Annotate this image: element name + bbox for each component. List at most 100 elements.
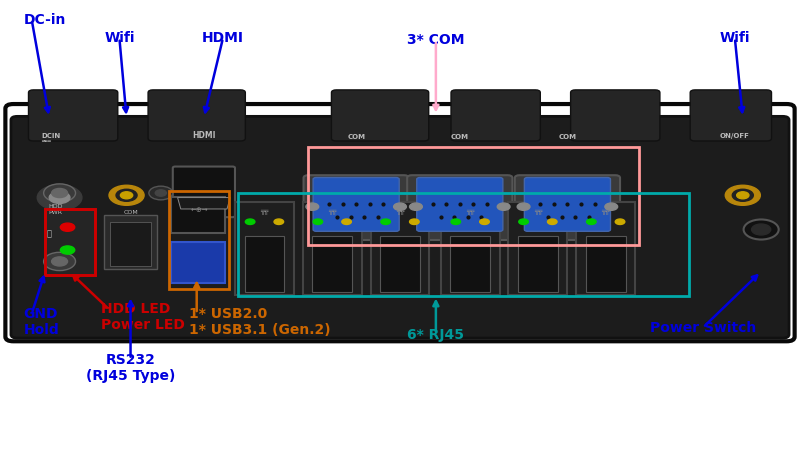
FancyBboxPatch shape [313,178,399,231]
Text: ╦╦: ╦╦ [328,209,337,215]
Circle shape [342,219,351,224]
Circle shape [737,192,749,199]
Text: ⏚: ⏚ [46,230,52,238]
FancyBboxPatch shape [104,215,157,269]
Text: COM: COM [558,134,577,140]
Text: ╦╦: ╦╦ [260,209,269,215]
Circle shape [246,219,255,224]
Circle shape [44,252,75,270]
FancyBboxPatch shape [235,202,294,295]
Text: 1* USB3.1 (Gen.2): 1* USB3.1 (Gen.2) [189,323,330,337]
Text: DC-in: DC-in [24,13,66,27]
FancyBboxPatch shape [173,167,235,217]
Circle shape [615,219,625,224]
FancyBboxPatch shape [570,90,660,141]
Circle shape [60,246,74,254]
Bar [308,147,639,246]
Text: HDD: HDD [49,204,63,208]
Circle shape [605,203,618,210]
FancyBboxPatch shape [171,196,225,233]
Circle shape [121,192,133,199]
FancyBboxPatch shape [509,202,567,295]
Text: ╦╦: ╦╦ [602,209,610,215]
Circle shape [451,219,461,224]
FancyBboxPatch shape [451,90,540,141]
FancyBboxPatch shape [370,202,430,295]
Text: ON/OFF: ON/OFF [720,133,750,139]
Circle shape [518,219,528,224]
Circle shape [735,191,750,200]
Text: DCIN: DCIN [42,133,61,139]
Text: 1* USB2.0: 1* USB2.0 [189,307,267,321]
Circle shape [498,203,510,210]
Circle shape [149,186,173,200]
FancyBboxPatch shape [11,117,789,338]
Text: ╦╦: ╦╦ [396,209,404,215]
FancyBboxPatch shape [407,175,513,240]
FancyBboxPatch shape [576,202,635,295]
Text: RS232: RS232 [106,353,155,367]
Text: ╦╦: ╦╦ [534,209,542,215]
FancyBboxPatch shape [29,90,118,141]
Text: Hold: Hold [24,323,59,337]
Text: 3* COM: 3* COM [407,34,465,47]
FancyBboxPatch shape [245,236,285,291]
Circle shape [116,189,137,202]
Text: 6* RJ45: 6* RJ45 [407,328,464,341]
Circle shape [306,203,318,210]
FancyBboxPatch shape [302,202,362,295]
Text: Wifi: Wifi [719,31,750,45]
Text: (RJ45 Type): (RJ45 Type) [86,369,175,383]
Circle shape [155,190,166,196]
Circle shape [38,185,82,210]
Circle shape [410,219,419,224]
FancyBboxPatch shape [312,236,352,291]
Circle shape [52,257,67,266]
Text: Wifi: Wifi [104,31,134,45]
Circle shape [726,185,760,205]
FancyBboxPatch shape [586,236,626,291]
Circle shape [381,219,390,224]
Text: Power Switch: Power Switch [650,321,756,335]
Circle shape [313,219,322,224]
FancyBboxPatch shape [524,178,610,231]
Text: ═══: ═══ [42,139,51,144]
FancyBboxPatch shape [515,175,620,240]
Circle shape [109,185,144,205]
Text: GND: GND [24,307,58,321]
Circle shape [274,219,284,224]
FancyBboxPatch shape [110,222,151,267]
Text: COM: COM [450,134,469,140]
Text: HDMI: HDMI [202,31,244,45]
Circle shape [517,203,530,210]
Circle shape [751,224,770,235]
FancyBboxPatch shape [450,236,490,291]
Text: HDMI: HDMI [192,131,216,140]
Circle shape [732,189,754,202]
Bar [46,209,95,275]
Polygon shape [178,197,230,209]
Circle shape [394,203,406,210]
Circle shape [547,219,557,224]
Text: COM: COM [123,210,138,215]
FancyBboxPatch shape [690,90,771,141]
FancyBboxPatch shape [171,242,225,283]
Text: ←⊕→: ←⊕→ [190,207,208,213]
Circle shape [44,184,75,202]
FancyBboxPatch shape [441,202,500,295]
FancyBboxPatch shape [331,90,429,141]
Circle shape [586,219,596,224]
Circle shape [52,189,67,197]
Circle shape [50,192,70,203]
Circle shape [60,223,74,231]
FancyBboxPatch shape [518,236,558,291]
Text: COM: COM [347,134,365,140]
FancyBboxPatch shape [303,175,409,240]
Bar [46,209,95,275]
FancyBboxPatch shape [417,178,503,231]
Text: ╦╦: ╦╦ [466,209,474,215]
Circle shape [118,191,134,200]
Text: HDD LED: HDD LED [101,302,170,317]
Bar [169,191,229,289]
Text: PWR: PWR [49,210,62,215]
